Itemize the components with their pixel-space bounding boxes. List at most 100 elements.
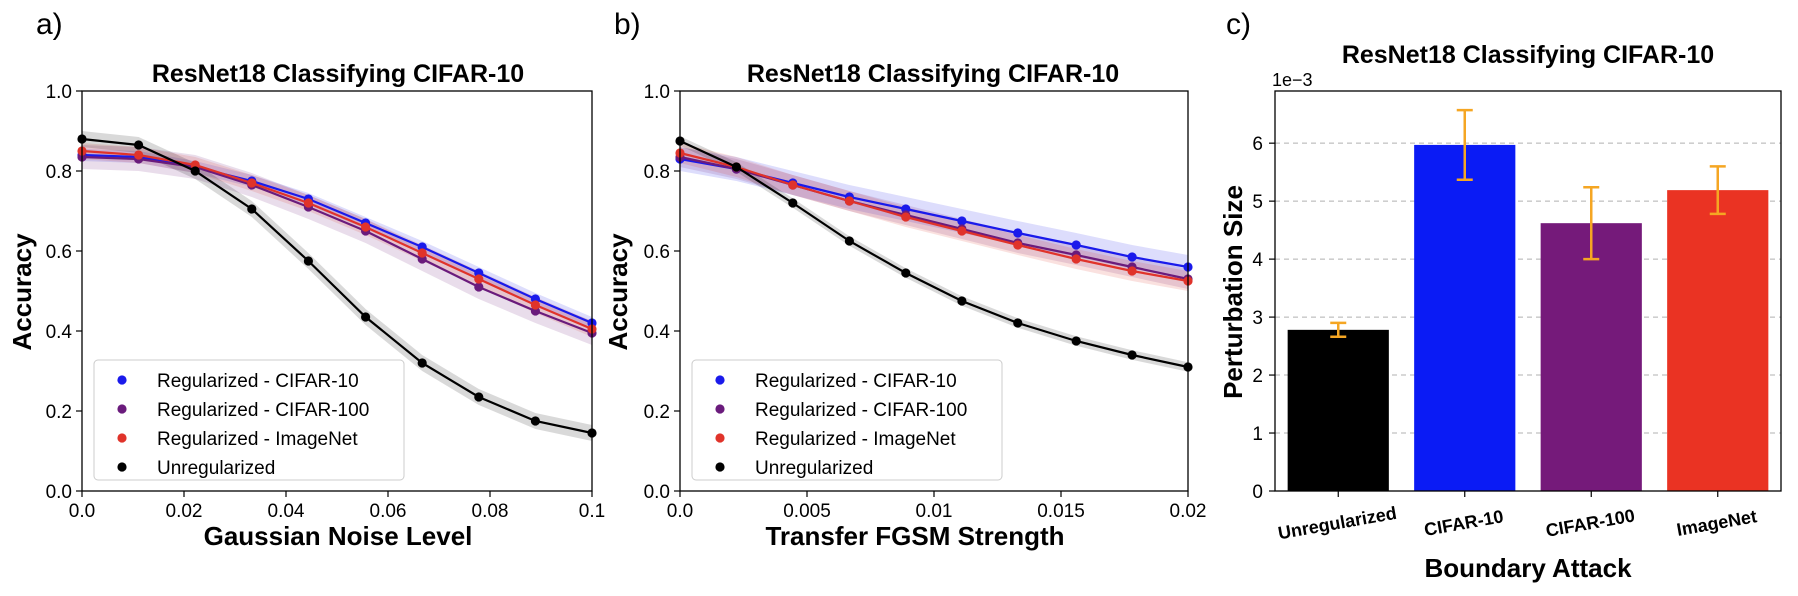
panel-a-legend-marker-3 bbox=[117, 462, 127, 472]
panel-a-legend-label-2: Regularized - ImageNet bbox=[157, 429, 358, 450]
panel-b: b) ResNet18 Classifying CIFAR-10 Transfe… bbox=[603, 8, 1206, 551]
panel-b-point-2-4 bbox=[901, 212, 911, 222]
panel-b-point-2-2 bbox=[788, 180, 798, 190]
panel-a-point-3-5 bbox=[361, 312, 371, 322]
panel-a-series-line-2 bbox=[81, 149, 593, 331]
panel-c-xtick-label-2: CIFAR-100 bbox=[1544, 505, 1636, 540]
panel-a-point-3-3 bbox=[247, 204, 257, 214]
panel-b-point-3-4 bbox=[901, 268, 911, 278]
panel-c-letter: c) bbox=[1226, 8, 1251, 41]
panel-c-xtick-label-0: Unregularized bbox=[1276, 503, 1398, 544]
panel-a-legend-marker-0 bbox=[117, 375, 127, 385]
panel-b-band-3 bbox=[680, 136, 1188, 372]
panel-c-ytick-label-6: 6 bbox=[1252, 134, 1263, 155]
panel-a-band-1 bbox=[82, 145, 592, 345]
panel-a-xtick-label-3: 0.06 bbox=[370, 501, 407, 522]
panel-a-xtick-label-5: 0.1 bbox=[579, 501, 605, 522]
panel-b-point-3-6 bbox=[1013, 318, 1023, 328]
panel-a-ytick-label-4: 0.8 bbox=[46, 162, 72, 183]
panel-c-ytick-label-5: 5 bbox=[1252, 192, 1263, 213]
panel-c: c) ResNet18 Classifying CIFAR-10 1e−3 Bo… bbox=[1218, 8, 1782, 583]
panel-a-point-3-4 bbox=[303, 256, 313, 266]
panel-b-point-0-8 bbox=[1127, 252, 1137, 262]
panel-b-band-1 bbox=[680, 147, 1188, 289]
panel-b-series-line-3 bbox=[679, 140, 1189, 369]
panel-c-axes-frame bbox=[1274, 90, 1782, 492]
panel-a-ytick-label-2: 0.4 bbox=[46, 322, 73, 343]
panel-a-legend-label-3: Unregularized bbox=[157, 458, 275, 479]
panel-c-bar-2 bbox=[1540, 223, 1642, 491]
panel-a-point-2-1 bbox=[134, 150, 144, 160]
panel-c-xlabel: Boundary Attack bbox=[1424, 553, 1632, 583]
panel-b-point-0-7 bbox=[1071, 240, 1081, 250]
panel-b-xtick-label-3: 0.015 bbox=[1037, 501, 1085, 522]
panel-b-band-2 bbox=[680, 143, 1188, 291]
panel-a-ylabel: Accuracy bbox=[7, 233, 37, 351]
panel-b-point-3-8 bbox=[1127, 350, 1137, 360]
panel-b-xtick-label-0: 0.0 bbox=[667, 501, 693, 522]
panel-b-point-2-3 bbox=[844, 196, 855, 206]
panel-c-xtick-label-1: CIFAR-10 bbox=[1423, 506, 1505, 540]
panel-b-legend-marker-2 bbox=[715, 433, 725, 443]
panel-b-point-3-1 bbox=[731, 162, 742, 172]
panel-b-ytick-label-4: 0.8 bbox=[644, 162, 670, 183]
panel-b-ytick-label-2: 0.4 bbox=[644, 322, 671, 343]
panel-a-ytick-label-3: 0.6 bbox=[46, 242, 72, 263]
panel-c-bar-0 bbox=[1287, 329, 1389, 491]
panel-c-ylabel: Perturbation Size bbox=[1218, 185, 1248, 399]
panel-a-ytick-label-5: 1.0 bbox=[46, 82, 72, 103]
panel-b-point-3-2 bbox=[788, 198, 798, 208]
panel-c-xtick-label-3: ImageNet bbox=[1675, 506, 1758, 540]
panel-a-series-line-3 bbox=[81, 137, 593, 435]
panel-a-legend-marker-2 bbox=[117, 433, 127, 443]
panel-c-ytick-label-1: 1 bbox=[1252, 424, 1263, 445]
panel-a-ytick-label-0: 0.0 bbox=[46, 482, 72, 503]
panel-a-point-2-6 bbox=[417, 248, 427, 258]
panel-b-legend-label-2: Regularized - ImageNet bbox=[755, 429, 956, 450]
panel-a-series-line-1 bbox=[81, 155, 593, 335]
panel-a-point-2-4 bbox=[303, 198, 313, 208]
panel-c-ytick-label-4: 4 bbox=[1252, 250, 1263, 271]
panel-b-point-2-5 bbox=[957, 226, 967, 236]
panel-b-point-3-5 bbox=[957, 296, 967, 306]
panel-b-band-0 bbox=[680, 147, 1188, 279]
panel-b-point-3-7 bbox=[1071, 336, 1081, 346]
panel-b-legend-marker-0 bbox=[715, 375, 725, 385]
panel-a-point-1-7 bbox=[474, 282, 484, 292]
panel-a-xlabel: Gaussian Noise Level bbox=[204, 521, 473, 551]
panel-b-xtick-label-4: 0.02 bbox=[1170, 501, 1207, 522]
panel-b-legend-label-3: Unregularized bbox=[755, 458, 873, 479]
panel-a-point-2-3 bbox=[247, 178, 257, 188]
panel-b-legend-box bbox=[691, 359, 1003, 481]
panel-b-point-0-5 bbox=[957, 216, 967, 226]
panel-b-series-line-2 bbox=[679, 151, 1189, 283]
panel-b-xtick-label-2: 0.01 bbox=[916, 501, 953, 522]
panel-c-title: ResNet18 Classifying CIFAR-10 bbox=[1342, 41, 1714, 69]
panel-b-xtick-label-1: 0.005 bbox=[783, 501, 831, 522]
panel-b-ytick-label-0: 0.0 bbox=[644, 482, 670, 503]
panel-c-bar-3 bbox=[1667, 190, 1769, 491]
panel-b-ylabel: Accuracy bbox=[603, 233, 633, 351]
panel-a-ytick-label-1: 0.2 bbox=[46, 402, 72, 423]
panel-a-point-3-2 bbox=[190, 166, 200, 176]
panel-c-offset-label: 1e−3 bbox=[1272, 70, 1313, 90]
panel-b-ytick-label-3: 0.6 bbox=[644, 242, 670, 263]
panel-c-bar-1 bbox=[1414, 144, 1516, 492]
panel-b-legend-label-0: Regularized - CIFAR-10 bbox=[755, 371, 957, 392]
panel-b-legend-label-1: Regularized - CIFAR-100 bbox=[755, 400, 967, 421]
panel-c-ytick-label-2: 2 bbox=[1252, 366, 1263, 387]
panel-b-point-2-6 bbox=[1013, 240, 1023, 250]
panel-a-xtick-label-0: 0.0 bbox=[69, 501, 95, 522]
panel-a-point-2-5 bbox=[361, 222, 371, 232]
panel-a-band-3 bbox=[82, 131, 592, 441]
panel-b-ytick-label-1: 0.2 bbox=[644, 402, 670, 423]
panel-a-xtick-label-4: 0.08 bbox=[472, 501, 509, 522]
panel-a-legend-label-1: Regularized - CIFAR-100 bbox=[157, 400, 369, 421]
panel-a-point-3-1 bbox=[134, 140, 144, 150]
panel-a-point-3-7 bbox=[474, 392, 484, 402]
panel-a-point-2-8 bbox=[530, 300, 541, 310]
panel-b-legend-marker-1 bbox=[715, 404, 725, 414]
panel-c-ytick-label-3: 3 bbox=[1252, 308, 1263, 329]
panel-b-point-2-7 bbox=[1071, 254, 1081, 264]
